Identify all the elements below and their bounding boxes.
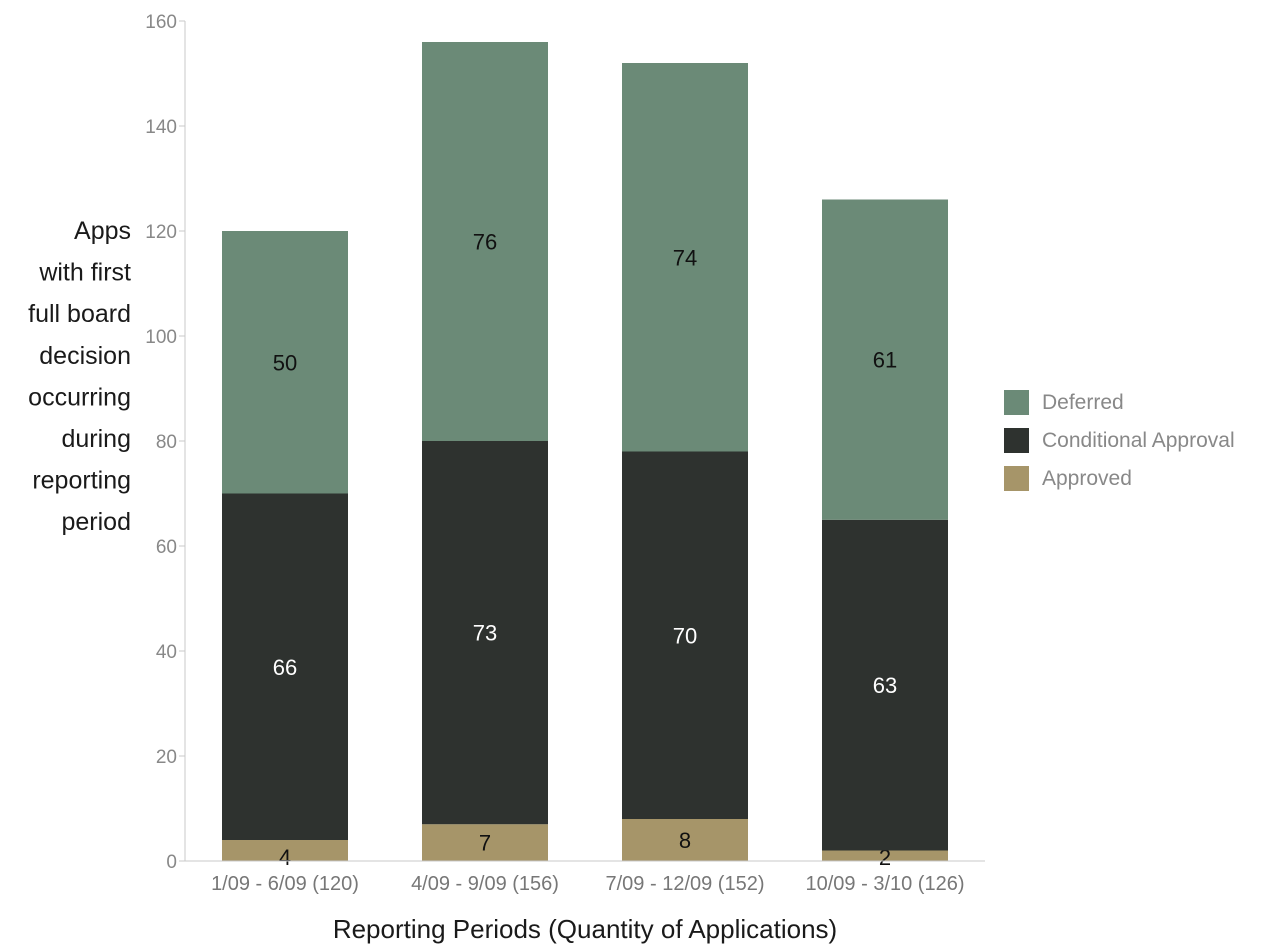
legend-label: Conditional Approval <box>1042 429 1235 452</box>
bar-segment-deferred <box>822 199 948 520</box>
data-label: 70 <box>673 623 697 648</box>
bar-segment-conditional-approval <box>222 493 348 840</box>
bar-stack: 4 66 50 <box>222 231 348 870</box>
y-axis-label: Apps with first full board decision occurrin… <box>28 217 131 536</box>
bar-segment-deferred <box>422 42 548 441</box>
bar-segment-conditional-approval <box>422 441 548 825</box>
y-tick-label: 40 <box>156 642 177 663</box>
data-label: 8 <box>679 828 691 853</box>
y-tick-label: 120 <box>145 222 177 243</box>
legend-swatch <box>1004 466 1029 491</box>
bar-segment-approved <box>822 850 948 861</box>
bar-stack: 8 70 74 <box>622 63 748 861</box>
y-tick-label: 80 <box>156 432 177 453</box>
x-tick-label: 7/09 - 12/09 (152) <box>606 873 765 895</box>
legend-label: Deferred <box>1042 391 1124 414</box>
y-axis-label-line: decision <box>39 342 131 370</box>
bar-segment-approved <box>622 819 748 861</box>
y-tick-label: 100 <box>145 327 177 348</box>
legend-swatch <box>1004 390 1029 415</box>
bar-stack: 7 73 76 <box>422 42 548 861</box>
y-tick-label: 60 <box>156 537 177 558</box>
x-tick-label: 1/09 - 6/09 (120) <box>211 873 359 895</box>
data-label: 61 <box>873 348 897 373</box>
y-tick-label: 140 <box>145 117 177 138</box>
legend-item: Conditional Approval <box>1004 428 1235 453</box>
data-label: 74 <box>673 245 697 270</box>
y-axis-label-line: with first <box>38 259 131 287</box>
x-tick-label: 10/09 - 3/10 (126) <box>806 873 965 895</box>
data-label: 63 <box>873 673 897 698</box>
bars: 4 66 50 7 73 76 8 70 74 2 63 61 <box>222 42 948 870</box>
bar-segment-approved <box>422 824 548 861</box>
data-label: 4 <box>279 845 291 870</box>
y-axis: 0 20 40 60 80 100 120 140 160 <box>145 12 186 873</box>
legend: Deferred Conditional Approval Approved <box>1004 390 1235 491</box>
bar-segment-conditional-approval <box>622 451 748 819</box>
y-axis-label-line: reporting <box>32 467 131 495</box>
y-tick-label: 160 <box>145 12 177 33</box>
data-label: 73 <box>473 621 497 646</box>
y-axis-label-line: during <box>62 425 132 453</box>
x-tick-label: 4/09 - 9/09 (156) <box>411 873 559 895</box>
bar-segment-conditional-approval <box>822 519 948 851</box>
x-axis: 1/09 - 6/09 (120) 4/09 - 9/09 (156) 7/09 -… <box>185 860 985 895</box>
y-tick-label: 0 <box>166 852 177 873</box>
data-label: 66 <box>273 655 297 680</box>
data-label: 2 <box>879 845 891 870</box>
bar-segment-deferred <box>622 63 748 452</box>
data-label: 50 <box>273 350 297 375</box>
legend-swatch <box>1004 428 1029 453</box>
y-axis-label-line: full board <box>28 300 131 328</box>
y-tick-label: 20 <box>156 747 177 768</box>
bar-stack: 2 63 61 <box>822 199 948 870</box>
x-axis-label: Reporting Periods (Quantity of Applicati… <box>333 914 837 944</box>
bar-segment-deferred <box>222 231 348 494</box>
y-axis-label-line: Apps <box>74 217 131 245</box>
legend-label: Approved <box>1042 467 1132 490</box>
y-axis-label-line: occurring <box>28 383 131 411</box>
y-axis-label-line: period <box>62 508 132 536</box>
data-label: 7 <box>479 831 491 856</box>
data-label: 76 <box>473 230 497 255</box>
legend-item: Approved <box>1004 466 1132 491</box>
legend-item: Deferred <box>1004 390 1124 415</box>
bar-segment-approved <box>222 840 348 861</box>
